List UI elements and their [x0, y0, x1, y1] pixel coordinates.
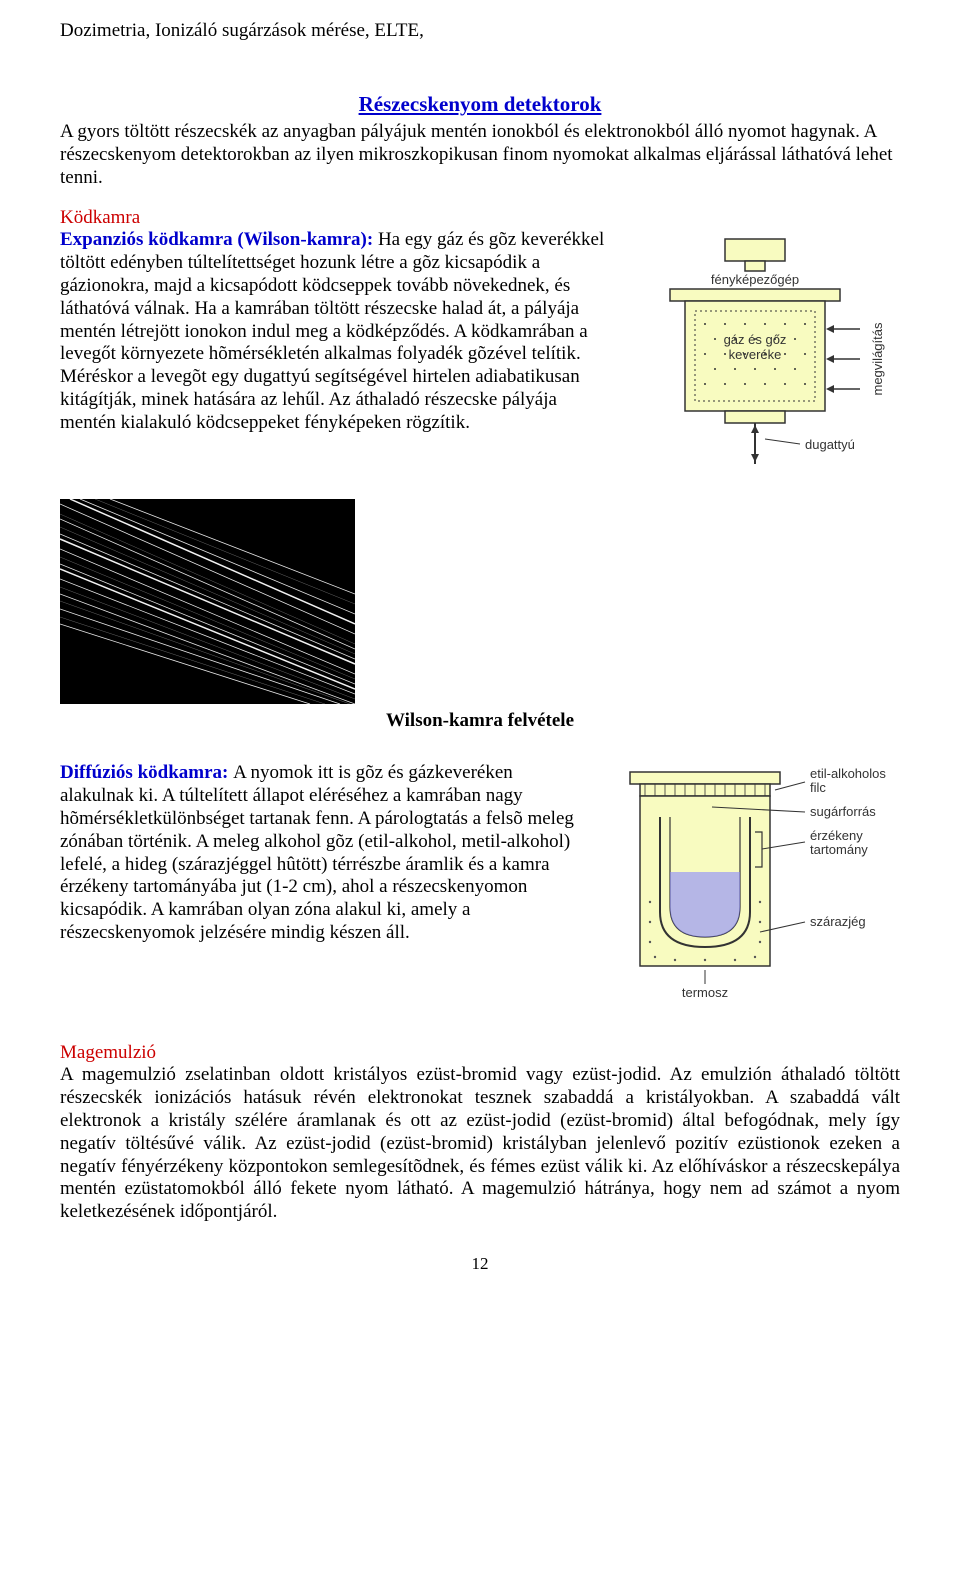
fig1-piston-label: dugattyú — [805, 437, 855, 452]
fig2-source-label: sugárforrás — [810, 804, 876, 819]
fig2-dryice-label: szárazjég — [810, 914, 866, 929]
diffusion-body: A nyomok itt is gõz és gázkeveréken alak… — [60, 762, 574, 943]
fig2-felt2-label: filc — [810, 780, 826, 795]
main-title: Részecskenyom detektorok — [60, 92, 900, 117]
cloud-chamber-diagram: fényképezőgép gáz és gőz keveréke megvil… — [630, 229, 900, 489]
diffusion-chamber-diagram: etil-alkoholos filc sugárforrás érzékeny… — [600, 762, 900, 1002]
wilson-caption: Wilson-kamra felvétele — [60, 710, 900, 732]
fig2-zone-label: érzékeny — [810, 828, 863, 843]
fig2-felt-label: etil-alkoholos — [810, 766, 886, 781]
intro-paragraph: A gyors töltött részecskék az anyagban p… — [60, 121, 900, 189]
expansion-label: Expanziós ködkamra (Wilson-kamra): — [60, 229, 378, 250]
wilson-chamber-photo — [60, 499, 355, 704]
magemulzio-heading: Magemulzió — [60, 1042, 900, 1064]
fig1-gas-label: gáz és gőz — [724, 332, 787, 347]
kodkamra-heading: Ködkamra — [60, 207, 900, 229]
expansion-body: Ha egy gáz és gõz keverékkel töltött edé… — [60, 229, 604, 432]
fig1-mix-label: keveréke — [729, 347, 782, 362]
fig2-thermos-label: termosz — [682, 985, 728, 1000]
page-header: Dozimetria, Ionizáló sugárzások mérése, … — [60, 20, 900, 42]
fig1-light-label: megvilágítás — [870, 322, 885, 395]
magemulzio-body: A magemulzió zselatinban oldott kristály… — [60, 1064, 900, 1224]
expansion-paragraph: Expanziós ködkamra (Wilson-kamra): Ha eg… — [60, 229, 610, 434]
diffusion-label: Diffúziós ködkamra: — [60, 762, 233, 783]
fig1-camera-label: fényképezőgép — [711, 272, 799, 287]
diffusion-paragraph: Diffúziós ködkamra: A nyomok itt is gõz … — [60, 762, 580, 944]
fig2-zone2-label: tartomány — [810, 842, 868, 857]
page-number: 12 — [60, 1254, 900, 1274]
